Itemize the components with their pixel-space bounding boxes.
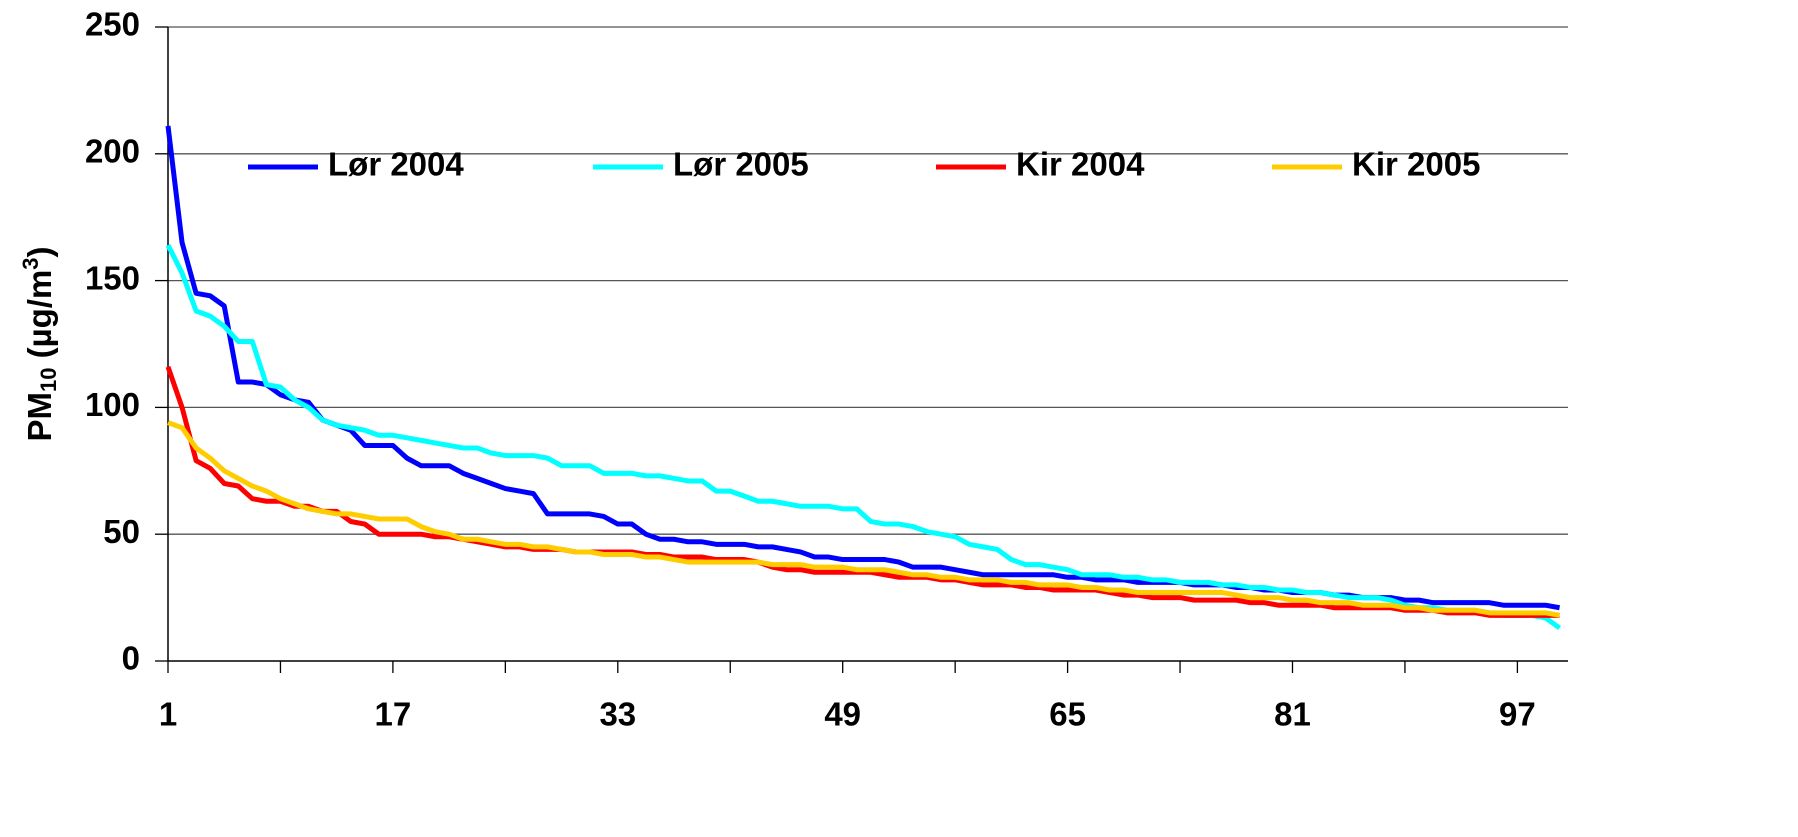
x-tick-label: 1	[159, 696, 177, 733]
x-tick-label: 81	[1274, 696, 1311, 733]
y-axis-label-part: (µg/m	[21, 270, 58, 368]
y-tick-label: 100	[85, 386, 140, 423]
y-axis-label-part: 10	[36, 368, 61, 392]
x-tick-label: 33	[599, 696, 636, 733]
data-line	[165, 366, 1560, 618]
legend-label: Lør 2004	[328, 146, 464, 183]
plot-area	[165, 125, 1562, 631]
x-tick-label: 97	[1499, 696, 1536, 733]
x-tick-label: 49	[824, 696, 861, 733]
legend-label: Kir 2004	[1016, 146, 1145, 183]
y-tick-label: 200	[85, 133, 140, 170]
y-axis-label-part: PM	[21, 392, 58, 442]
y-tick-label: 150	[85, 259, 140, 296]
y-axis-label-part: 3	[18, 257, 43, 269]
x-tick-label: 17	[375, 696, 412, 733]
legend-label: Kir 2005	[1352, 146, 1480, 183]
x-tick-label: 65	[1049, 696, 1086, 733]
y-tick-label: 50	[103, 513, 140, 550]
data-line	[165, 243, 1562, 631]
y-axis-label: PM10 (µg/m3)	[18, 246, 61, 441]
data-line	[167, 420, 1561, 618]
y-tick-label: 250	[85, 6, 140, 43]
y-tick-label: 0	[122, 640, 140, 677]
y-axis-label-part: )	[21, 246, 58, 257]
legend-label: Lør 2005	[673, 146, 809, 183]
